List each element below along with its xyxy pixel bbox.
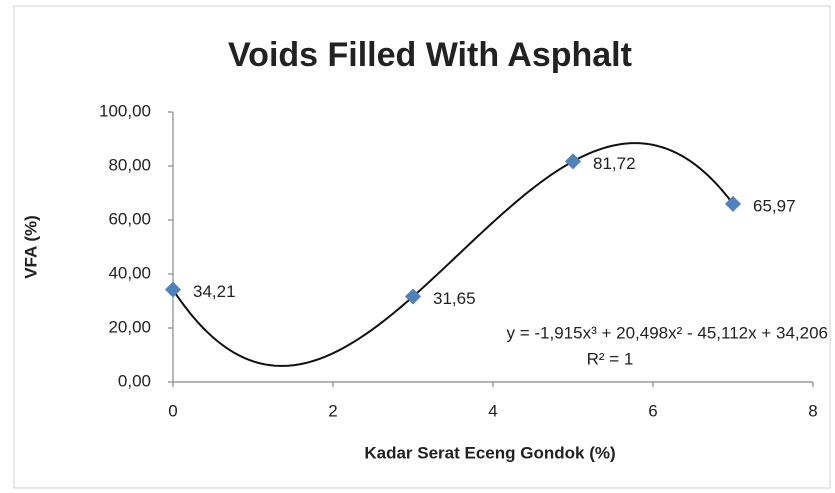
- marker: [165, 281, 181, 298]
- y-tick-label: 0,00: [118, 371, 151, 390]
- x-tick-label: 2: [328, 401, 337, 420]
- y-tick-label: 80,00: [108, 155, 151, 174]
- marker: [405, 288, 421, 305]
- marker: [565, 153, 581, 170]
- x-tick-label: 4: [488, 401, 497, 420]
- x-tick-label: 0: [168, 401, 177, 420]
- r-squared: R² = 1: [587, 349, 634, 368]
- y-tick-label: 40,00: [108, 263, 151, 282]
- x-axis-label: Kadar Serat Eceng Gondok (%): [364, 443, 615, 462]
- x-tick-label: 6: [648, 401, 657, 420]
- trendline-equation: y = -1,915x³ + 20,498x² - 45,112x + 34,2…: [507, 323, 828, 342]
- y-tick-label: 20,00: [108, 317, 151, 336]
- data-label: 34,21: [193, 282, 236, 301]
- trendline: [172, 142, 734, 367]
- y-tick-label: 100,00: [99, 101, 151, 120]
- data-label: 65,97: [753, 196, 796, 215]
- marker: [725, 195, 741, 212]
- chart-title: Voids Filled With Asphalt: [228, 36, 632, 74]
- data-label: 81,72: [593, 154, 636, 173]
- y-tick-label: 60,00: [108, 209, 151, 228]
- y-axis-label: VFA (%): [21, 215, 40, 279]
- x-tick-label: 8: [808, 401, 817, 420]
- data-label: 31,65: [433, 289, 476, 308]
- chart-border: [13, 5, 831, 489]
